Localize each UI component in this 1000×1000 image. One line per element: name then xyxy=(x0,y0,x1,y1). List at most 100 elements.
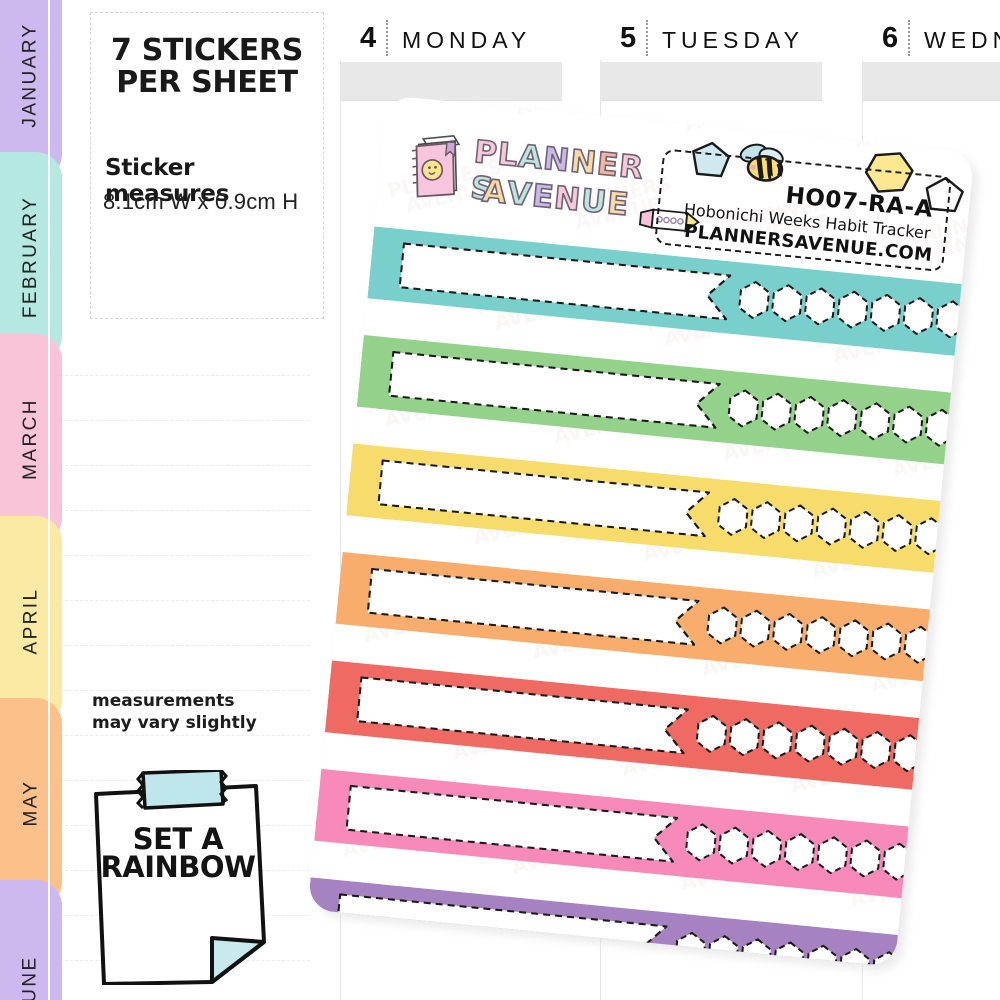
habit-checkbox-hexagon[interactable] xyxy=(714,495,752,538)
month-tab-label: MARCH xyxy=(20,398,42,480)
sticker-write-label[interactable] xyxy=(355,676,689,755)
ruled-line xyxy=(60,645,310,646)
habit-checkbox-hexagon[interactable] xyxy=(801,285,839,328)
day-header-band xyxy=(862,62,1000,100)
habit-checkbox-hexagon[interactable] xyxy=(823,397,861,440)
habit-checkbox-hexagon[interactable] xyxy=(812,505,850,548)
habit-checkbox-hexagon[interactable] xyxy=(725,387,763,430)
habit-checkbox-hexagon[interactable] xyxy=(790,393,828,436)
habit-checkbox-hexagon[interactable] xyxy=(747,499,785,542)
habit-checkbox-hexagon[interactable] xyxy=(856,400,894,443)
habit-checkbox-hexagon[interactable] xyxy=(715,824,753,867)
habit-checkbox-hexagon[interactable] xyxy=(878,511,916,554)
habit-checkbox-hexagon[interactable] xyxy=(791,722,829,765)
day-name: MONDAY xyxy=(402,27,532,53)
habit-checkbox-hexagon[interactable] xyxy=(757,390,795,433)
brand-letter: N xyxy=(541,140,573,180)
habit-checkbox-hexagon[interactable] xyxy=(867,291,905,334)
red-habit-sticker[interactable] xyxy=(324,660,934,792)
sticker-write-label[interactable] xyxy=(398,242,732,321)
hexagon-outline-icon xyxy=(827,727,859,766)
notebook-icon xyxy=(411,134,461,198)
pentagon-icon xyxy=(692,141,731,178)
brand-letter: E xyxy=(605,184,632,224)
habit-checkbox-hexagon[interactable] xyxy=(846,837,884,880)
ruled-line xyxy=(60,690,310,691)
hexagon-outline-icon xyxy=(717,826,750,865)
habit-checkbox-hexagon[interactable] xyxy=(868,620,906,663)
habit-checkbox-hexagon[interactable] xyxy=(780,502,818,545)
hexagon-outline-icon xyxy=(772,612,804,651)
habit-checkbox-hexagon[interactable] xyxy=(834,288,872,331)
hexagon-outline-icon xyxy=(869,293,902,332)
habit-checkbox-hexagon[interactable] xyxy=(802,613,840,656)
day-number: 5 xyxy=(620,22,637,54)
hexagon-outline-icon xyxy=(706,606,738,645)
sticker-write-label[interactable] xyxy=(377,459,711,538)
sticker-sheet[interactable]: PLANNERSAVENUEPLANNERSAVENUEPLANNERSAVEN… xyxy=(307,95,975,967)
month-tab-february[interactable]: FEBRUARY xyxy=(0,152,62,362)
teal-habit-sticker[interactable] xyxy=(367,226,975,358)
pink-habit-sticker[interactable] xyxy=(314,768,923,900)
day-header-band xyxy=(340,62,562,100)
hexagon-outline-icon xyxy=(685,823,717,862)
yellow-habit-sticker[interactable] xyxy=(346,443,955,575)
ruled-line xyxy=(60,555,310,556)
month-tab-march[interactable]: MARCH xyxy=(0,334,62,544)
habit-checkbox-hexagon[interactable] xyxy=(845,508,883,551)
column-divider xyxy=(340,60,341,1000)
green-habit-sticker[interactable] xyxy=(356,335,965,466)
habit-checkbox-hexagon[interactable] xyxy=(813,834,851,877)
sticker-write-label[interactable] xyxy=(366,567,700,646)
habit-checkbox-hexagon[interactable] xyxy=(703,604,741,647)
month-tab-june[interactable]: JUNE xyxy=(0,880,62,1000)
brand-letter: V xyxy=(505,175,535,215)
ruled-line xyxy=(60,510,310,511)
brand-letter: P xyxy=(472,133,501,173)
habit-checkbox-hexagon[interactable] xyxy=(868,949,906,967)
habit-checkbox-hexagon[interactable] xyxy=(736,607,774,650)
day-number: 6 xyxy=(882,22,899,54)
flag-shape-icon xyxy=(366,567,700,646)
month-tab-label: JANUARY xyxy=(20,22,42,128)
hexagon-outline-icon xyxy=(838,947,871,967)
habit-checkbox-hexagon[interactable] xyxy=(824,725,862,768)
month-tab-may[interactable]: MAY xyxy=(0,698,62,908)
info-headline-line1: 7 STICKERS xyxy=(110,33,303,68)
hexagon-outline-icon xyxy=(815,507,848,546)
hexagon-outline-icon xyxy=(749,501,782,540)
brand-letter: A xyxy=(516,138,546,178)
habit-checkbox-hexagon[interactable] xyxy=(768,282,806,325)
hexagon-outline-icon xyxy=(871,951,904,967)
habit-checkbox-hexagon[interactable] xyxy=(857,728,895,771)
day-header-band xyxy=(600,62,822,100)
habit-checkbox-hexagon[interactable] xyxy=(726,716,764,759)
habit-checkbox-hexagon[interactable] xyxy=(682,821,720,864)
brand-letter: N xyxy=(552,179,584,219)
habit-checkbox-hexagon[interactable] xyxy=(748,827,786,870)
habit-checkbox-hexagon[interactable] xyxy=(836,945,874,967)
month-tab-january[interactable]: JANUARY xyxy=(0,0,62,180)
habit-checkbox-hexagon[interactable] xyxy=(758,719,796,762)
hexagon-outline-icon xyxy=(761,721,794,760)
flag-shape-icon xyxy=(398,242,732,321)
habit-checkbox-hexagon[interactable] xyxy=(835,617,873,660)
hexagon-outline-icon xyxy=(836,290,869,329)
habit-checkbox-hexagon[interactable] xyxy=(899,294,937,337)
habit-checkbox-hexagon[interactable] xyxy=(781,830,819,873)
habit-checkbox-hexagon[interactable] xyxy=(693,712,731,755)
sticker-write-label[interactable] xyxy=(345,784,679,863)
hexagon-outline-icon xyxy=(783,833,816,871)
habit-checkbox-hexagon[interactable] xyxy=(735,278,773,321)
month-tab-label: MAY xyxy=(20,779,41,827)
day-name: WEDNE xyxy=(924,27,1000,53)
hexagon-outline-icon xyxy=(902,297,935,335)
day-name: TUESDAY xyxy=(662,27,804,53)
habit-checkbox-hexagon[interactable] xyxy=(889,403,927,446)
month-tab-april[interactable]: APRIL xyxy=(0,516,62,726)
disclaimer-line2: may vary slightly xyxy=(92,713,257,734)
orange-habit-sticker[interactable] xyxy=(335,551,944,683)
habit-checkbox-hexagon[interactable] xyxy=(769,610,807,653)
hexagon-outline-icon xyxy=(728,718,761,756)
sticker-write-label[interactable] xyxy=(387,350,721,429)
